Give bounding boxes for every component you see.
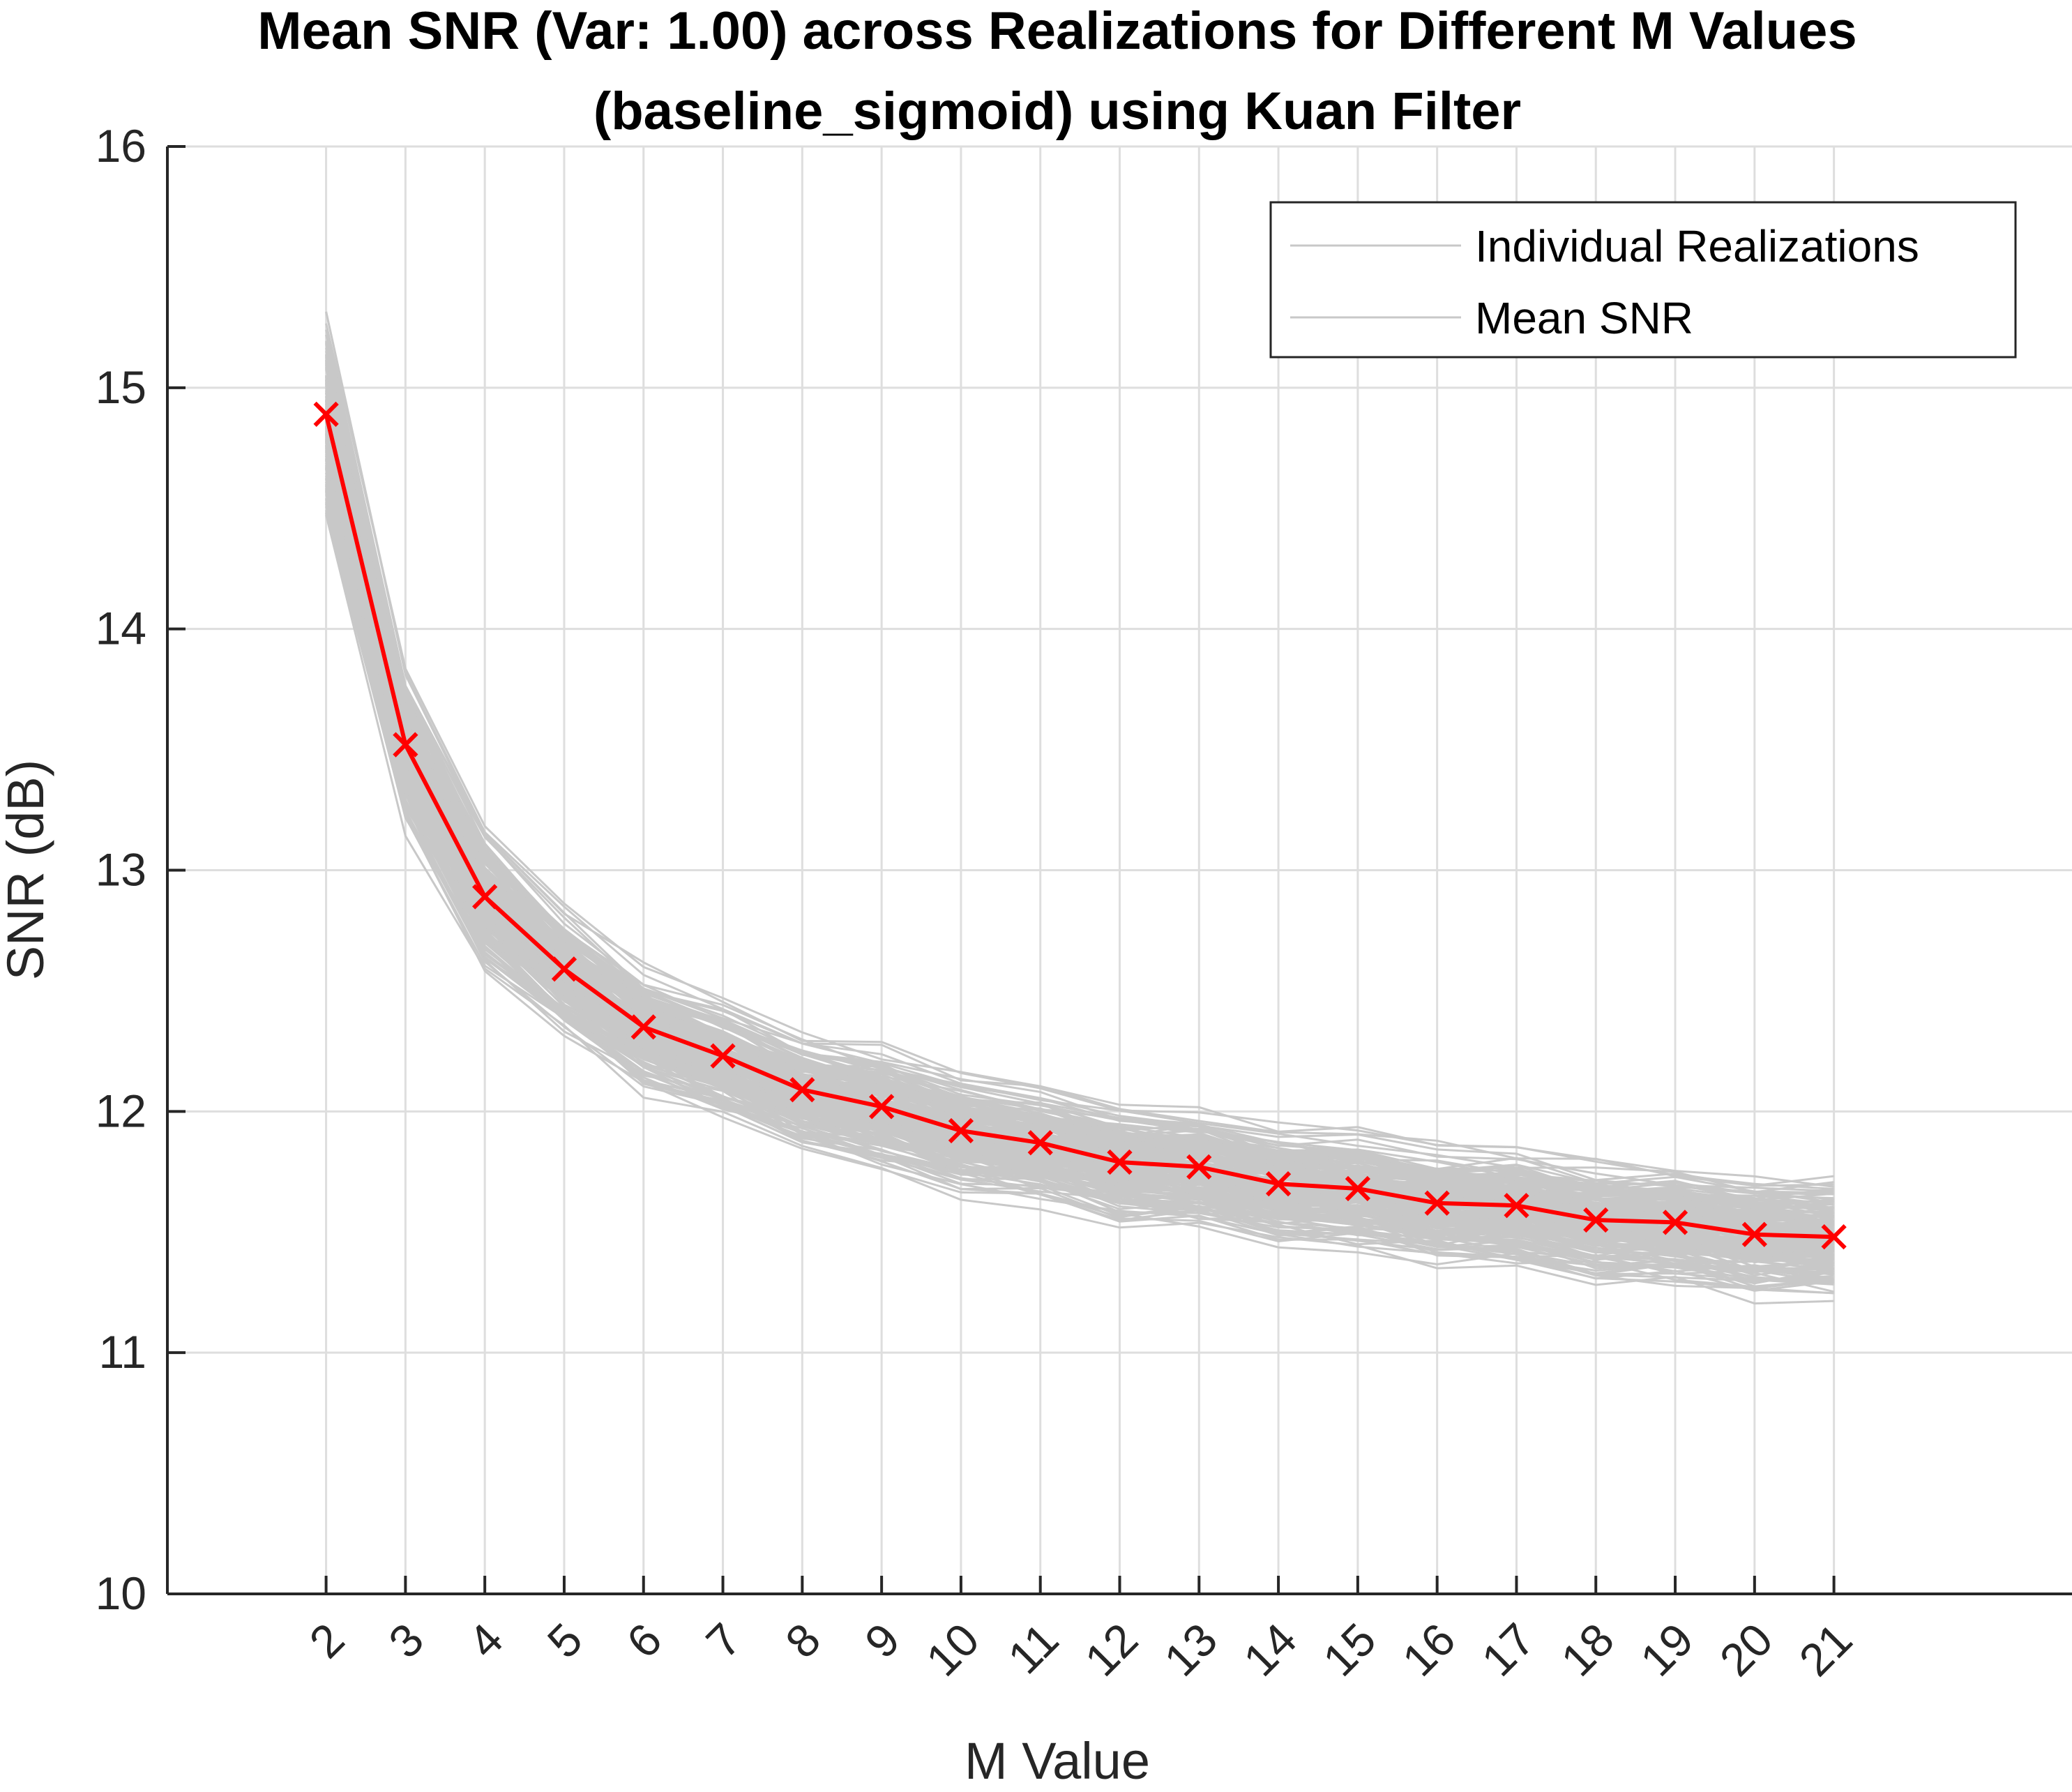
mean-snr-marker <box>1583 1207 1609 1233</box>
realization-line <box>325 329 1834 1187</box>
mean-snr-marker <box>1265 1170 1292 1197</box>
x-tick-label: 5 <box>538 1613 592 1668</box>
mean-snr-marker <box>948 1117 974 1144</box>
realization-line <box>325 342 1834 1204</box>
realization-line <box>325 334 1834 1194</box>
realization-line <box>325 384 1834 1221</box>
x-tick-labels: 2 3 4 5 6 7 8 9 10 11 12 13 14 15 16 17 18 19 20 21 <box>299 1613 1861 1686</box>
realization-line <box>325 458 1834 1265</box>
x-tick-label: 21 <box>1789 1613 1861 1686</box>
mean-snr-marker <box>1424 1190 1450 1216</box>
y-axis-label: SNR (dB) <box>0 760 54 981</box>
realization-line <box>325 392 1834 1225</box>
x-tick-label: 14 <box>1234 1613 1306 1686</box>
x-tick-label: 12 <box>1075 1613 1147 1686</box>
x-axis-label: M Value <box>965 1732 1150 1789</box>
y-tick-label: 14 <box>96 603 146 654</box>
x-tick-label: 3 <box>379 1613 433 1668</box>
y-tick-label: 11 <box>98 1326 146 1378</box>
x-tick-label: 11 <box>998 1613 1068 1684</box>
mean-snr-marker <box>789 1077 815 1103</box>
mean-snr-marker <box>472 884 498 910</box>
chart-title-line-2: (baseline_sigmoid) using Kuan Filter <box>593 82 1521 141</box>
realization-line <box>325 488 1834 1285</box>
mean-snr-series <box>313 401 1847 1250</box>
mean-snr-marker <box>1107 1149 1133 1175</box>
x-tick-label: 8 <box>776 1613 830 1668</box>
mean-snr-marker <box>1662 1210 1688 1235</box>
legend-box <box>1269 201 2017 359</box>
mean-snr-marker <box>1027 1130 1053 1156</box>
mean-snr-marker <box>1345 1175 1370 1202</box>
realization-line <box>325 367 1834 1212</box>
x-tick-label: 20 <box>1709 1613 1782 1686</box>
x-tick-label: 16 <box>1392 1613 1465 1686</box>
chart-title-line-1: Mean SNR (Var: 1.00) across Realizations… <box>257 1 1857 61</box>
legend-entry-realizations: Individual Realizations <box>1475 221 1919 271</box>
mean-snr-marker <box>710 1043 736 1069</box>
y-tick-label: 12 <box>96 1085 146 1136</box>
realization-line <box>325 446 1834 1265</box>
realization-line <box>325 311 1834 1187</box>
x-tick-label: 6 <box>617 1613 671 1668</box>
x-tick-label: 13 <box>1154 1613 1227 1686</box>
x-tick-label: 15 <box>1313 1613 1386 1686</box>
y-tick-label: 15 <box>96 361 146 413</box>
x-tick-label: 9 <box>855 1613 909 1668</box>
y-tick-label: 10 <box>96 1567 146 1619</box>
mean-snr-marker <box>313 401 339 427</box>
realization-line <box>325 513 1834 1288</box>
realization-line <box>325 380 1834 1214</box>
x-tick-label: 4 <box>458 1613 513 1668</box>
realization-line <box>325 462 1834 1266</box>
mean-snr-marker <box>1186 1154 1212 1180</box>
x-tick-label: 10 <box>916 1613 989 1686</box>
y-tick-label: 13 <box>96 844 146 896</box>
mean-snr-marker <box>869 1094 895 1120</box>
y-tick-label: 16 <box>96 120 146 172</box>
mean-snr-marker <box>630 1014 656 1040</box>
x-tick-label: 19 <box>1631 1613 1703 1686</box>
legend-entry-mean: Mean SNR <box>1475 293 1693 343</box>
x-tick-label: 7 <box>696 1613 750 1668</box>
mean-snr-line <box>324 414 1834 1240</box>
realization-line <box>325 323 1834 1188</box>
realization-line <box>325 468 1834 1268</box>
x-tick-label: 18 <box>1551 1613 1624 1686</box>
axes <box>166 145 2072 1595</box>
mean-snr-marker <box>393 732 418 758</box>
mean-snr-marker <box>1741 1221 1767 1247</box>
realization-line <box>325 501 1834 1282</box>
mean-snr-marker <box>551 956 577 982</box>
x-tick-label: 2 <box>299 1613 354 1668</box>
mean-snr-marker <box>1821 1224 1847 1250</box>
y-tick-labels: 10 11 12 13 14 15 16 <box>96 120 146 1619</box>
mean-snr-marker <box>1504 1193 1529 1219</box>
x-tick-label: 17 <box>1472 1613 1544 1686</box>
legend: Individual Realizations Mean SNR <box>1269 201 2017 359</box>
